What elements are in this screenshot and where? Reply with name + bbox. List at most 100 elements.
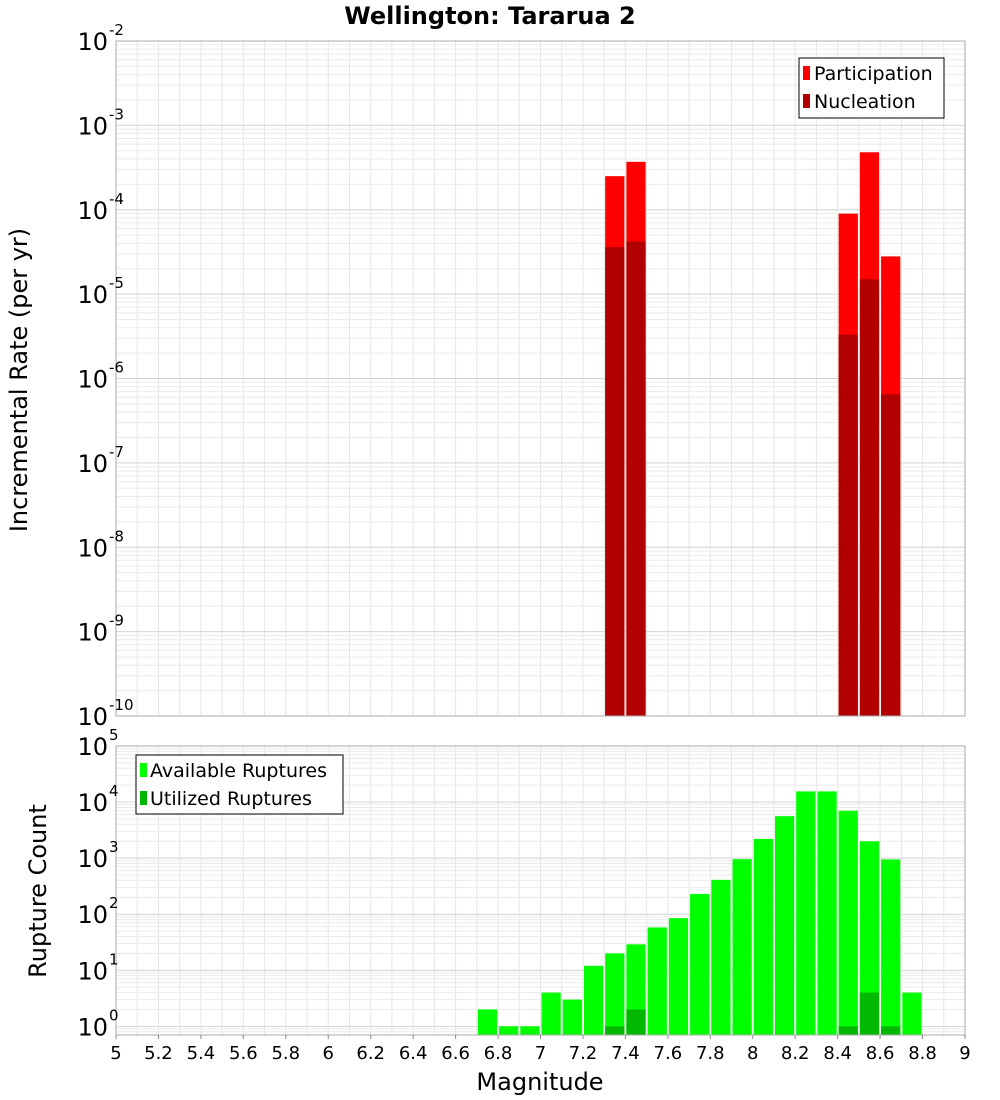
- rate-legend: Participation Nucleation: [798, 57, 945, 119]
- rate-y-tick-base: 10: [77, 197, 108, 225]
- count-y-tick-base: 10: [77, 1013, 108, 1041]
- available-bar: [859, 841, 880, 1035]
- x-tick-label: 9: [959, 1043, 970, 1064]
- count-y-tick-exponent: 4: [109, 782, 119, 800]
- count-y-tick-exponent: 2: [109, 894, 119, 912]
- available-bar: [732, 859, 752, 1035]
- rate-y-tick-exponent: -7: [109, 443, 124, 461]
- x-tick-label: 5.6: [229, 1043, 258, 1064]
- utilized-bar: [626, 1009, 646, 1035]
- x-tick-label: 7.2: [569, 1043, 598, 1064]
- chart-title: Wellington: Tararua 2: [344, 2, 636, 30]
- rate-gridlines: [115, 40, 966, 717]
- available-bar: [817, 791, 837, 1035]
- utilized-legend-swatch: [140, 791, 147, 805]
- available-bar: [541, 992, 561, 1035]
- available-bar: [796, 791, 816, 1035]
- available-bar: [647, 927, 667, 1035]
- available-bar: [583, 965, 604, 1035]
- rate-y-tick-exponent: -9: [109, 612, 124, 630]
- count-y-tick-exponent: 5: [109, 726, 119, 744]
- rate-y-tick-exponent: -3: [109, 105, 124, 123]
- rate-y-tick-base: 10: [77, 28, 108, 56]
- utilized-bar: [881, 1026, 901, 1035]
- available-bar: [838, 810, 858, 1035]
- rate-legend-box: [798, 57, 945, 119]
- x-tick-label: 6.2: [356, 1043, 385, 1064]
- x-tick-label: 7: [535, 1043, 546, 1064]
- x-tick-label: 8: [747, 1043, 758, 1064]
- x-tick-label: 6.6: [441, 1043, 470, 1064]
- x-axis-ticks: 5 5.2 5.4 5.6 5.8 6 6.2 6.4 6.6 6.8 7 7.2 7.4 7.6 7.8 8…: [110, 1035, 971, 1064]
- utilized-bar: [605, 1026, 625, 1035]
- rate-plot-frame: [115, 40, 966, 717]
- rate-y-tick-exponent: -10: [109, 696, 134, 714]
- count-y-tick-base: 10: [77, 901, 108, 929]
- x-tick-label: 6.4: [399, 1043, 428, 1064]
- available-bar: [753, 838, 773, 1035]
- x-tick-label: 7.8: [696, 1043, 725, 1064]
- rate-y-tick-base: 10: [77, 619, 108, 647]
- rate-y-tick-base: 10: [77, 112, 108, 140]
- available-bar: [520, 1026, 540, 1035]
- nucleation-bar: [838, 334, 858, 716]
- rate-y-tick-exponent: -4: [109, 190, 124, 208]
- x-tick-label: 8.8: [908, 1043, 937, 1064]
- count-y-tick-exponent: 3: [109, 838, 119, 856]
- available-bar: [499, 1026, 519, 1035]
- available-legend-label: Available Ruptures: [150, 760, 327, 782]
- available-bar: [477, 1009, 498, 1035]
- x-axis-label: Magnitude: [476, 1068, 603, 1096]
- x-tick-label: 7.6: [654, 1043, 683, 1064]
- utilized-legend-label: Utilized Ruptures: [150, 788, 312, 810]
- count-legend: Available Ruptures Utilized Ruptures: [135, 754, 344, 815]
- nucleation-bar: [881, 394, 901, 716]
- nucleation-legend-label: Nucleation: [814, 91, 916, 113]
- count-y-tick-exponent: 1: [109, 950, 119, 968]
- count-y-tick-exponent: 0: [109, 1006, 119, 1024]
- available-legend-swatch: [140, 763, 147, 777]
- nucleation-bar: [605, 247, 625, 716]
- x-tick-label: 8.6: [866, 1043, 895, 1064]
- rate-y-axis-label: Incremental Rate (per yr): [5, 228, 33, 532]
- rate-y-tick-exponent: -8: [109, 527, 124, 545]
- rate-y-tick-base: 10: [77, 281, 108, 309]
- count-y-tick-base: 10: [77, 733, 108, 761]
- nucleation-legend-swatch: [803, 94, 810, 108]
- rate-y-tick-base: 10: [77, 450, 108, 478]
- available-bar: [902, 992, 922, 1035]
- x-tick-label: 8.2: [781, 1043, 810, 1064]
- rate-y-tick-base: 10: [77, 534, 108, 562]
- nucleation-bar: [859, 279, 880, 716]
- x-tick-label: 5.8: [271, 1043, 300, 1064]
- available-bar: [690, 893, 710, 1035]
- rate-y-tick-exponent: -5: [109, 274, 124, 292]
- available-bar: [668, 918, 689, 1035]
- count-y-tick-base: 10: [77, 845, 108, 873]
- rate-y-tick-exponent: -2: [109, 21, 124, 39]
- participation-legend-swatch: [803, 66, 810, 80]
- available-bar: [562, 999, 582, 1035]
- utilized-bar: [838, 1026, 858, 1035]
- x-tick-label: 5: [110, 1043, 121, 1064]
- rate-y-tick-base: 10: [77, 366, 108, 394]
- count-y-tick-base: 10: [77, 957, 108, 985]
- x-tick-label: 8.4: [823, 1043, 852, 1064]
- available-bar: [881, 859, 901, 1035]
- rate-y-tick-exponent: -6: [109, 359, 124, 377]
- x-tick-label: 5.2: [144, 1043, 173, 1064]
- rate-bars: [605, 152, 901, 717]
- utilized-bar: [859, 992, 880, 1035]
- count-y-axis-label: Rupture Count: [24, 804, 52, 978]
- x-tick-label: 6.8: [484, 1043, 513, 1064]
- count-y-tick-base: 10: [77, 789, 108, 817]
- available-bar: [605, 953, 625, 1035]
- nucleation-bar: [626, 241, 646, 717]
- count-legend-box: [135, 754, 344, 815]
- x-tick-label: 6: [323, 1043, 334, 1064]
